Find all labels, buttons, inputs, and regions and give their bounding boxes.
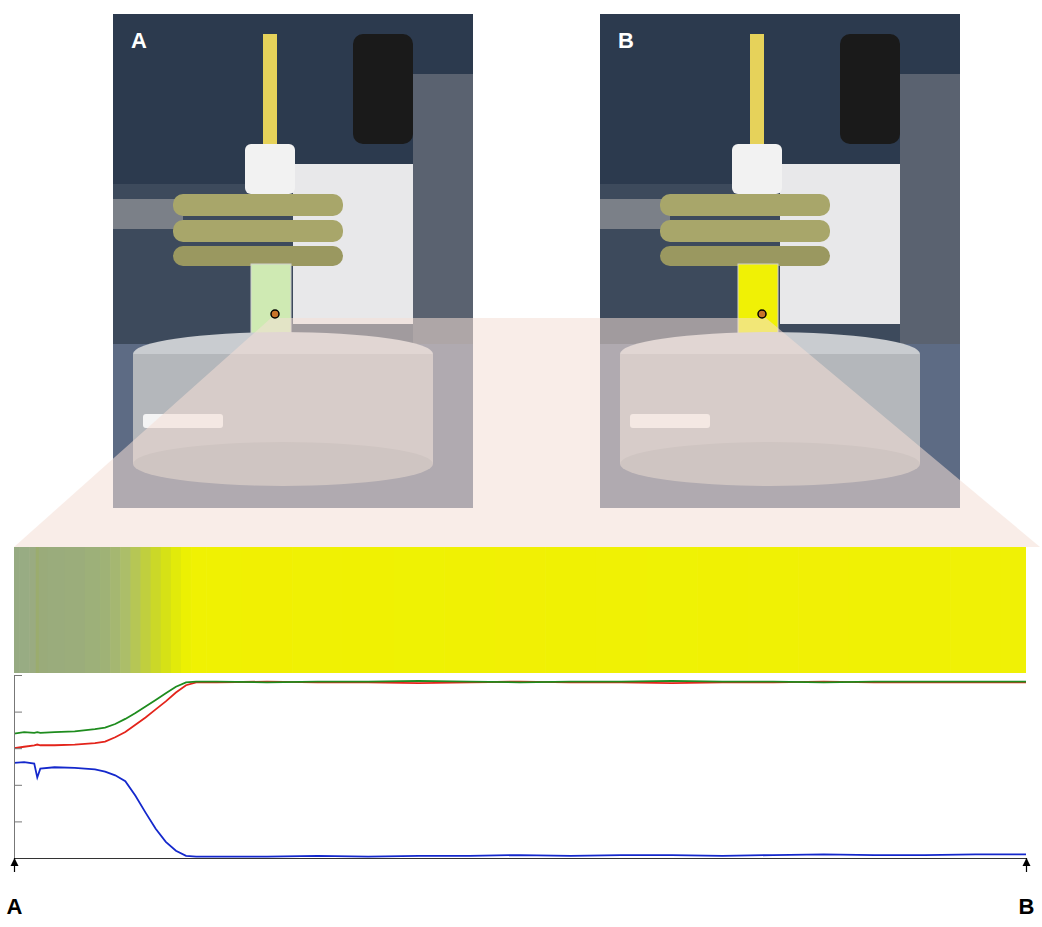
series-line (14, 681, 1026, 734)
plot-lines (14, 681, 1026, 857)
instrument (840, 34, 900, 144)
tube (263, 34, 277, 144)
instrument (900, 74, 960, 374)
strip-cell (130, 547, 141, 673)
tick (14, 712, 22, 713)
strip-cell (495, 547, 546, 673)
strip-cell (849, 547, 900, 673)
strip-cell (85, 547, 101, 673)
clamp (660, 220, 830, 242)
tick-label: A (7, 894, 23, 919)
strip-cell (161, 547, 172, 673)
strip-cell (697, 547, 748, 673)
strip-cell (242, 547, 293, 673)
clamp (173, 194, 343, 216)
strip-cell (444, 547, 495, 673)
strip-cell (647, 547, 698, 673)
strip-cell (206, 547, 242, 673)
strip-cell (47, 547, 65, 673)
strip-cell (394, 547, 445, 673)
strip-cell (120, 547, 131, 673)
strip-cell (191, 547, 207, 673)
strip-cell (596, 547, 647, 673)
clamp-arm (600, 199, 670, 229)
cap (732, 144, 782, 194)
strip-cell (39, 547, 48, 673)
strip-cell (171, 547, 182, 673)
y-axis (14, 676, 22, 859)
clamp (660, 246, 830, 266)
strip-cell (545, 547, 596, 673)
tick-label: B (1019, 894, 1035, 919)
cap (245, 144, 295, 194)
instrument-panel (780, 164, 920, 324)
tube (750, 34, 764, 144)
strip-cell (950, 547, 1001, 673)
sample-point (271, 310, 279, 318)
x-axis: AB (7, 858, 1035, 919)
panel-label: B (618, 28, 634, 53)
strip-cell (19, 547, 30, 673)
tick-mark (14, 712, 22, 713)
strip-cell (292, 547, 343, 673)
strip-cell (29, 547, 36, 673)
tick (14, 785, 22, 786)
strip-cell (798, 547, 849, 673)
colour-strip (14, 547, 1026, 673)
clamp (173, 246, 343, 266)
strip-cell (65, 547, 86, 673)
tick-mark (14, 785, 22, 786)
strip-cell (141, 547, 152, 673)
series-line (14, 762, 1026, 856)
strip-cell (14, 547, 20, 673)
axis-line (15, 859, 1027, 873)
strip-cell (100, 547, 111, 673)
sample-point (758, 310, 766, 318)
strip-cell (343, 547, 394, 673)
axis-line (15, 676, 23, 859)
strip-cell (1001, 547, 1026, 673)
tick: A (7, 858, 23, 919)
tick-arrow (11, 858, 19, 866)
tick (14, 675, 22, 676)
strip-cell (181, 547, 192, 673)
tick-arrow (1023, 858, 1031, 866)
strip-cell (110, 547, 121, 673)
instrument (353, 34, 413, 144)
clamp (173, 220, 343, 242)
clamp (660, 194, 830, 216)
tick: B (1019, 858, 1035, 919)
tick (14, 748, 22, 749)
strip-cell (748, 547, 799, 673)
strip-cell (151, 547, 162, 673)
instrument-panel (293, 164, 433, 324)
figure: ABAB (0, 0, 1042, 927)
tick-mark (14, 748, 22, 749)
tick-mark (14, 821, 22, 822)
tick-mark (14, 675, 22, 676)
clamp-arm (113, 199, 183, 229)
series-line (14, 682, 1026, 749)
tick (14, 821, 22, 822)
panel-label: A (131, 28, 147, 53)
strip-cell (900, 547, 951, 673)
zoom-band (14, 318, 1040, 547)
